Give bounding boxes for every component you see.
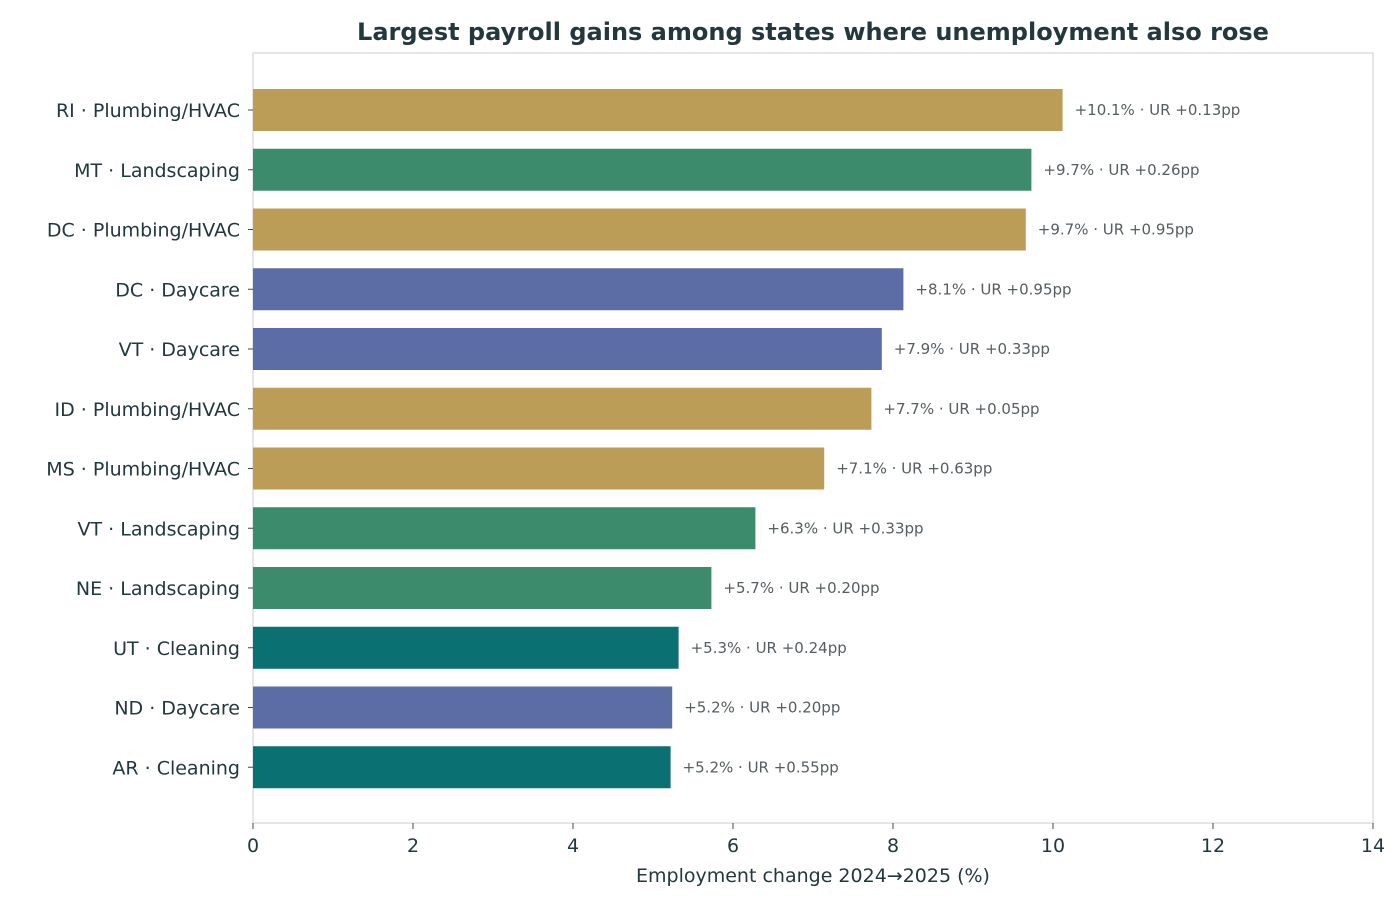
x-tick-label: 12	[1201, 835, 1225, 857]
bar-data-label: +5.2% · UR +0.20pp	[684, 699, 840, 717]
y-tick-label: DC · Daycare	[115, 279, 240, 301]
y-tick-label: DC · Plumbing/HVAC	[47, 220, 240, 242]
bar-data-label: +5.2% · UR +0.55pp	[683, 758, 839, 776]
bar-data-label: +9.7% · UR +0.95pp	[1038, 221, 1194, 239]
bar-data-label: +10.1% · UR +0.13pp	[1075, 101, 1241, 119]
bar-data-label: +5.7% · UR +0.20pp	[723, 579, 879, 597]
y-tick-label: VT · Daycare	[119, 339, 240, 361]
x-tick-label: 4	[567, 835, 579, 857]
x-axis-ticks: 0 2 4 6 8 10 12 14	[247, 823, 1385, 857]
bar	[253, 328, 882, 370]
bar	[253, 507, 756, 550]
x-axis-label: Employment change 2024→2025 (%)	[636, 865, 990, 887]
bar	[253, 268, 904, 311]
y-tick-label: MT · Landscaping	[74, 160, 240, 182]
x-tick-label: 14	[1361, 835, 1385, 857]
bar	[253, 626, 679, 669]
y-axis-categories: RI · Plumbing/HVAC MT · Landscaping DC · P…	[46, 100, 253, 779]
bar-data-label: +7.9% · UR +0.33pp	[894, 340, 1050, 358]
bar-data-label: +7.7% · UR +0.05pp	[883, 400, 1039, 418]
y-tick-label: ND · Daycare	[114, 698, 240, 720]
y-tick-label: UT · Cleaning	[113, 638, 240, 660]
y-tick-label: AR · Cleaning	[112, 757, 240, 779]
x-tick-label: 6	[727, 835, 739, 857]
bar	[253, 567, 712, 609]
bars: +10.1% · UR +0.13pp +9.7% · UR +0.26pp +9.…	[253, 89, 1241, 789]
bar	[253, 746, 671, 789]
x-tick-label: 10	[1041, 835, 1065, 857]
bar	[253, 89, 1063, 131]
bar	[253, 208, 1026, 251]
bar-data-label: +9.7% · UR +0.26pp	[1043, 161, 1199, 179]
y-tick-label: MS · Plumbing/HVAC	[46, 459, 240, 481]
bar	[253, 447, 825, 490]
bar-data-label: +6.3% · UR +0.33pp	[767, 519, 923, 537]
chart-title: Largest payroll gains among states where…	[357, 18, 1269, 46]
plot-frame	[252, 52, 1374, 824]
x-tick-label: 8	[887, 835, 899, 857]
bar-data-label: +8.1% · UR +0.95pp	[915, 280, 1071, 298]
bar	[253, 387, 872, 430]
x-tick-label: 2	[407, 835, 419, 857]
axes-frame	[252, 52, 1374, 824]
y-tick-label: NE · Landscaping	[76, 578, 240, 600]
bar-data-label: +5.3% · UR +0.24pp	[691, 639, 847, 657]
bar	[253, 686, 673, 729]
bar-data-label: +7.1% · UR +0.63pp	[836, 460, 992, 478]
bar	[253, 148, 1032, 191]
y-tick-label: VT · Landscaping	[78, 518, 240, 540]
y-tick-label: RI · Plumbing/HVAC	[56, 100, 240, 122]
y-tick-label: ID · Plumbing/HVAC	[55, 399, 240, 421]
x-tick-label: 0	[247, 835, 259, 857]
